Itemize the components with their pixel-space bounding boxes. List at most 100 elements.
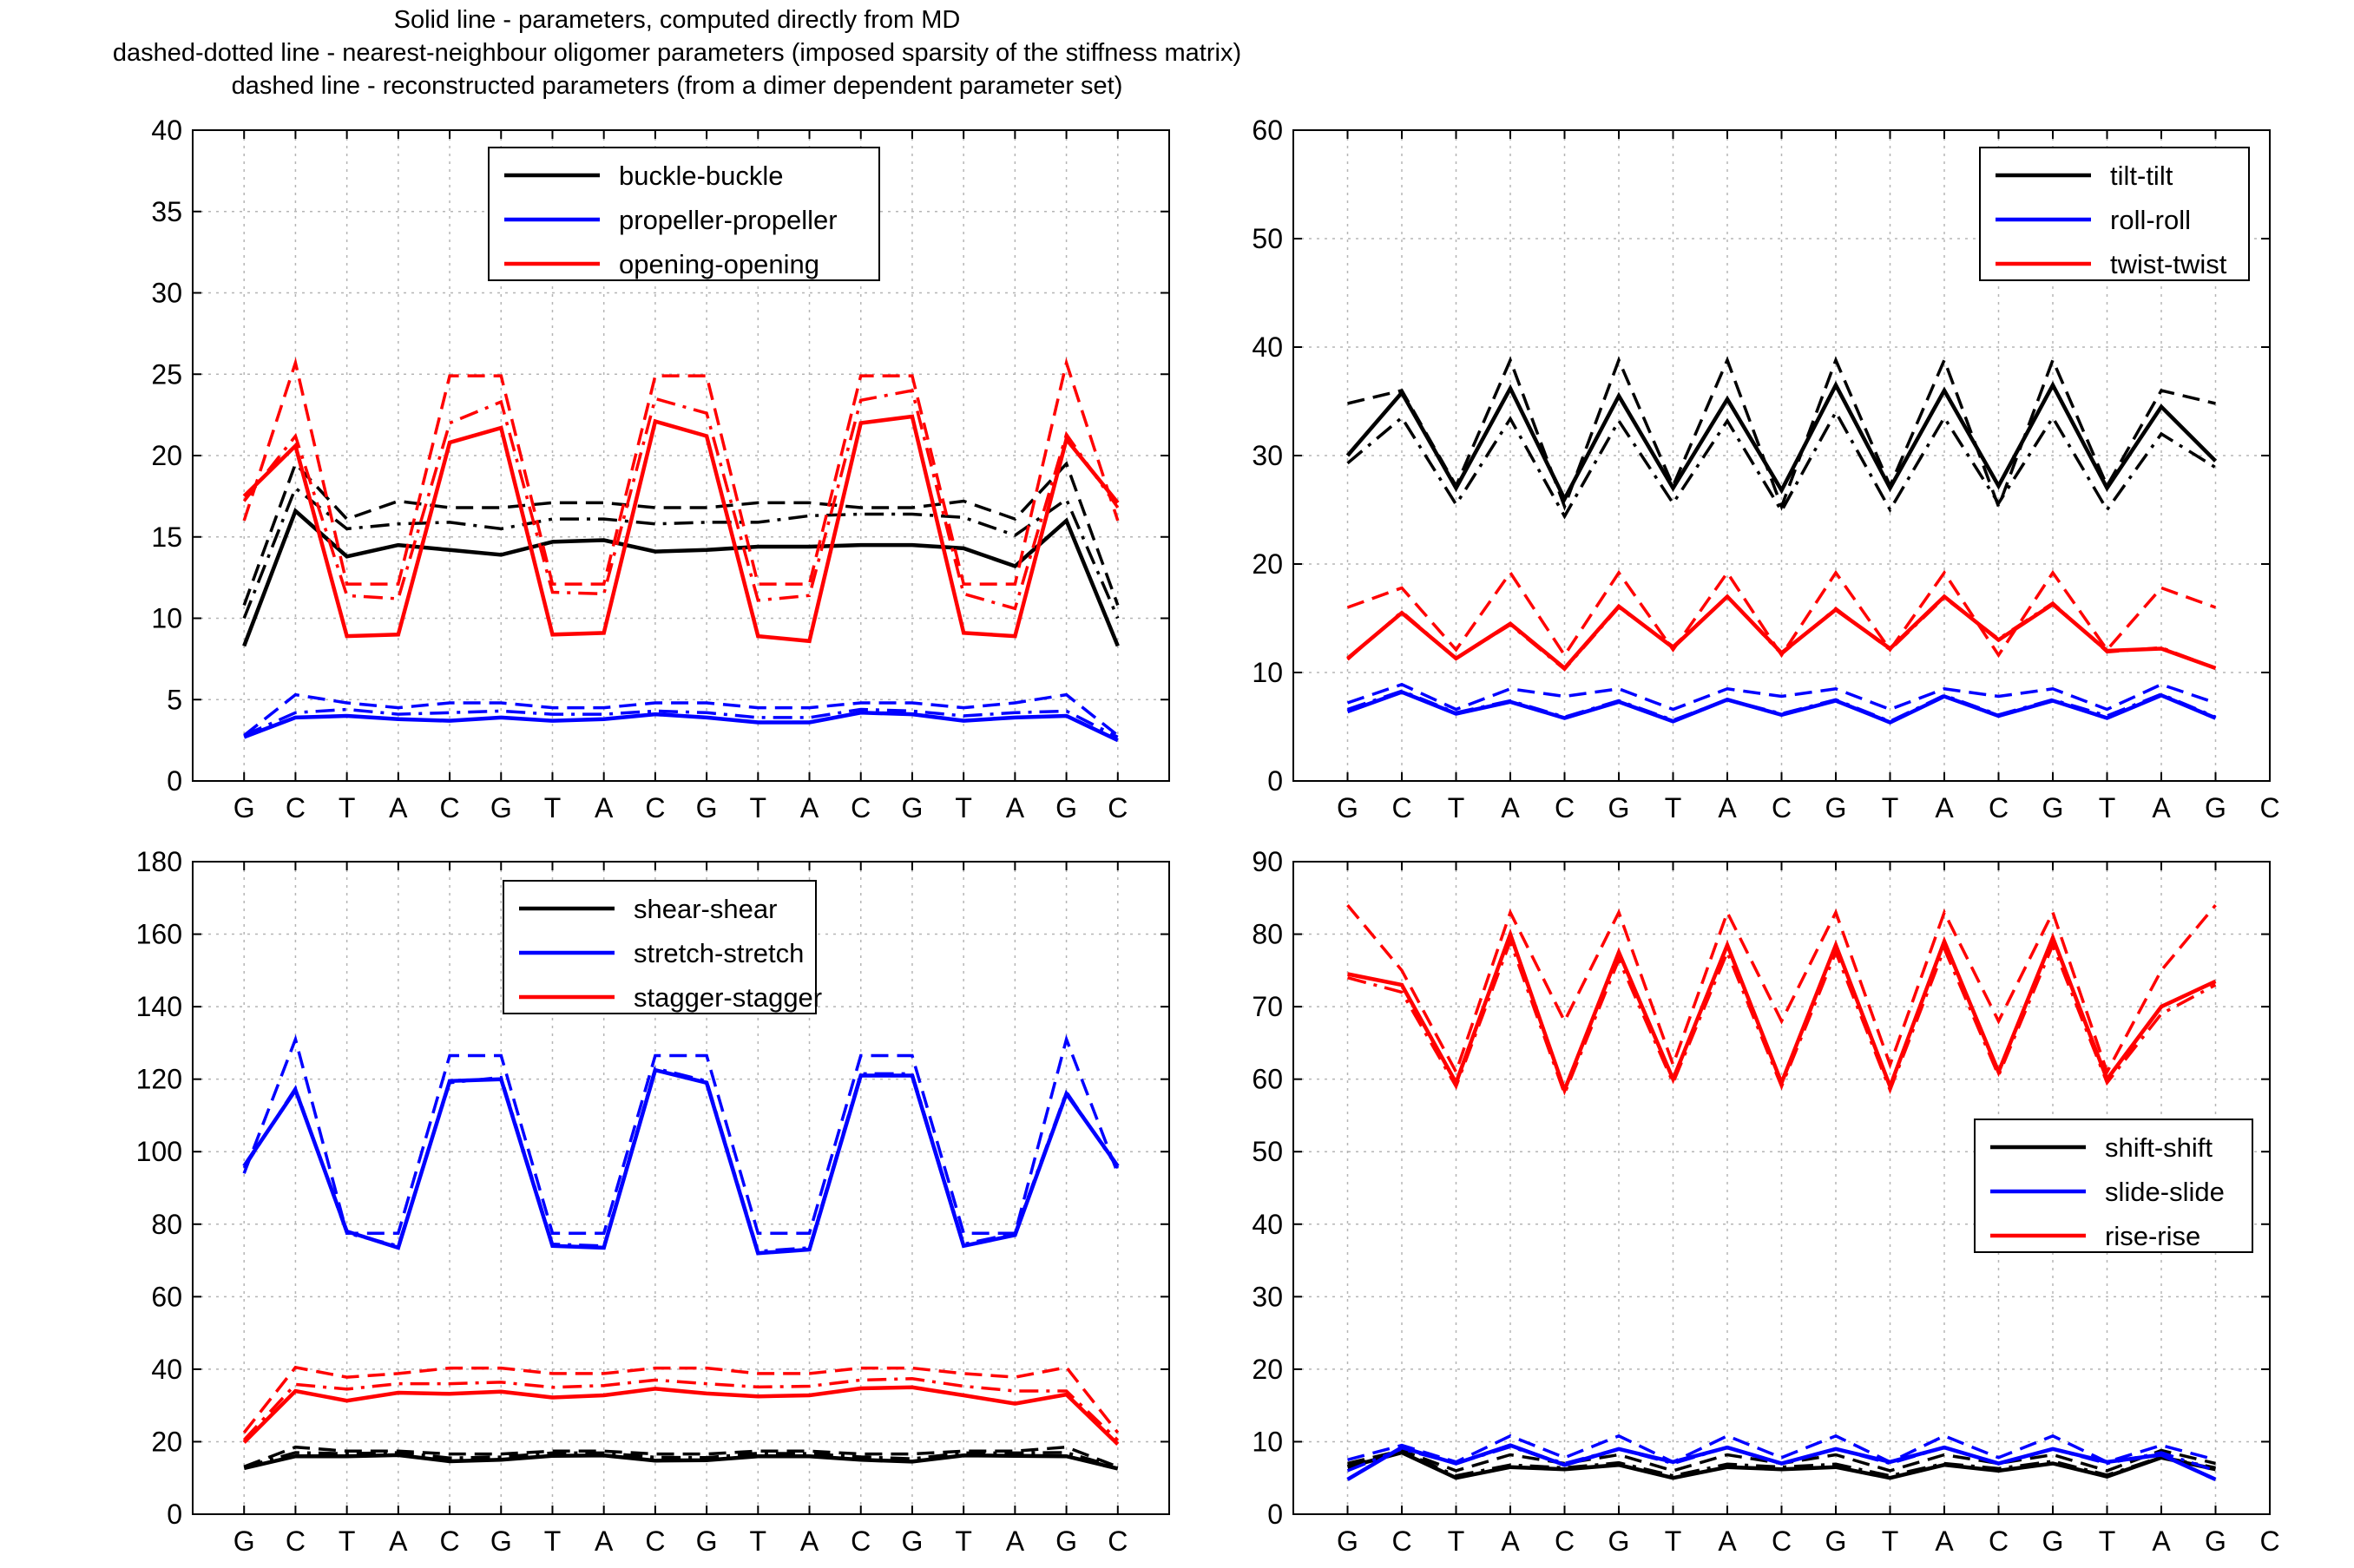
series-line-slide-slide-dashed	[1347, 1434, 2216, 1464]
x-tick-label: G	[2205, 792, 2226, 823]
series-line-rise-rise-dashed	[1346, 903, 2217, 1076]
x-tick-label: T	[1665, 1525, 1682, 1557]
x-tick-label: C	[1772, 1525, 1792, 1557]
series-line-rise-rise-dashdot	[1347, 936, 2217, 1099]
x-tick-label: G	[1825, 1525, 1847, 1557]
x-tick-label: C	[1391, 1525, 1411, 1557]
x-tick-label: A	[1501, 792, 1520, 823]
legend-box	[1974, 1119, 2253, 1253]
x-tick-label: G	[490, 1525, 512, 1557]
x-tick-label: G	[1337, 792, 1358, 823]
x-tick-label: A	[595, 1525, 614, 1557]
x-tick-label: T	[750, 1525, 767, 1557]
x-tick-label: G	[1055, 792, 1077, 823]
x-tick-label: C	[439, 1525, 459, 1557]
legend-label: shift-shift	[2105, 1132, 2213, 1163]
x-tick-label: G	[902, 1525, 924, 1557]
figure-title-block: Solid line - parameters, computed direct…	[0, 3, 1354, 102]
y-tick-label: 10	[1252, 1426, 1283, 1457]
y-tick-label: 50	[1252, 1136, 1283, 1167]
chart-panel-bottom-right: G C T A C G T A C G T A C G T A G C 0 10 20 30 40 50 60 70 80 90 shi…	[1252, 846, 2279, 1557]
x-tick-label: C	[2259, 792, 2279, 823]
legend-label: tilt-tilt	[2110, 161, 2173, 191]
series-line-shift-shift-solid	[1346, 1450, 2216, 1480]
legend: buckle-buckle propeller-propeller opening-…	[488, 147, 880, 281]
legend-label: roll-roll	[2110, 205, 2191, 235]
series-line-tilt-tilt-dashdot	[1346, 409, 2217, 520]
x-tick-label: T	[1882, 1525, 1899, 1557]
x-tick-label: C	[1555, 1525, 1575, 1557]
x-tick-label: T	[1665, 792, 1682, 823]
legend-label: opening-opening	[619, 249, 819, 279]
y-tick-label: 70	[1252, 991, 1283, 1022]
series-line-buckle-buckle-solid	[242, 507, 1120, 647]
x-tick-label: C	[1772, 792, 1792, 823]
legend-label: stretch-stretch	[634, 938, 804, 968]
y-tick-label: 0	[167, 765, 182, 797]
series-line-stretch-stretch-solid	[242, 1067, 1120, 1256]
series-line-propeller-propeller-dashdot	[243, 707, 1119, 738]
legend-label: rise-rise	[2105, 1221, 2200, 1251]
x-tick-label: G	[2042, 1525, 2064, 1557]
series-line-propeller-propeller-solid	[243, 711, 1119, 743]
series-line-stagger-stagger-solid	[242, 1385, 1120, 1447]
series-line-roll-roll-dashed	[1346, 682, 2217, 712]
series-line-stretch-stretch-dashed	[242, 1034, 1120, 1235]
legend-box	[503, 880, 817, 1014]
x-tick-label: C	[1555, 792, 1575, 823]
x-tick-label: G	[1337, 1525, 1358, 1557]
y-tick-label: 25	[151, 358, 182, 390]
series-line-opening-opening-solid	[242, 414, 1120, 644]
x-tick-label: T	[955, 792, 972, 823]
legend-box	[1979, 147, 2250, 281]
series-line-shear-shear-dashed	[243, 1445, 1119, 1468]
series-line-shift-shift-dashdot	[1347, 1449, 2216, 1478]
y-tick-label: 180	[136, 846, 182, 877]
x-tick-label: C	[851, 792, 871, 823]
x-tick-label: C	[2259, 1525, 2279, 1557]
series-line-stagger-stagger-dashed	[242, 1365, 1120, 1434]
series-line-slide-slide-dashdot	[1346, 1445, 2217, 1473]
legend: shift-shift slide-slide rise-rise	[1974, 1119, 2253, 1253]
y-tick-label: 0	[1267, 1499, 1283, 1530]
y-tick-label: 90	[1252, 846, 1283, 877]
x-tick-label: C	[1108, 1525, 1128, 1557]
x-tick-label: T	[544, 792, 562, 823]
x-tick-label: A	[389, 792, 408, 823]
y-tick-label: 40	[1252, 1209, 1283, 1240]
x-tick-label: A	[1501, 1525, 1520, 1557]
y-tick-label: 100	[136, 1136, 182, 1167]
legend-label: propeller-propeller	[619, 205, 838, 235]
x-tick-label: C	[645, 1525, 665, 1557]
x-tick-label: T	[2099, 1525, 2116, 1557]
y-tick-label: 30	[1252, 440, 1283, 471]
series-line-buckle-buckle-dashed	[242, 461, 1120, 607]
x-tick-label: G	[1055, 1525, 1077, 1557]
legend-label: buckle-buckle	[619, 161, 784, 191]
x-tick-label: G	[490, 792, 512, 823]
legend-label: stagger-stagger	[634, 982, 822, 1013]
x-tick-label: A	[800, 792, 819, 823]
x-tick-label: G	[2205, 1525, 2226, 1557]
x-tick-label: T	[339, 1525, 356, 1557]
series-line-shear-shear-solid	[243, 1453, 1119, 1471]
x-tick-label: G	[696, 1525, 718, 1557]
legend-label: slide-slide	[2105, 1177, 2225, 1207]
series-line-twist-twist-dashed	[1346, 569, 2217, 659]
y-tick-label: 0	[1267, 765, 1283, 797]
chart-panel-bottom-left: G C T A C G T A C G T A C G T A G C0204060801001201401601…	[136, 846, 1170, 1557]
y-tick-label: 120	[136, 1064, 182, 1095]
series-line-stagger-stagger-dashdot	[242, 1377, 1120, 1442]
series-line-tilt-tilt-solid	[1345, 380, 2218, 503]
series-line-opening-opening-dashdot	[242, 388, 1120, 611]
y-tick-label: 30	[151, 278, 182, 309]
x-tick-label: G	[1608, 1525, 1630, 1557]
legend: tilt-tilt roll-roll twist-twist	[1979, 147, 2250, 281]
x-tick-label: C	[1391, 792, 1411, 823]
x-tick-label: A	[1935, 1525, 1954, 1557]
x-tick-label: A	[1935, 792, 1954, 823]
y-tick-label: 40	[151, 115, 182, 146]
y-tick-label: 160	[136, 919, 182, 950]
x-tick-label: G	[1825, 792, 1847, 823]
